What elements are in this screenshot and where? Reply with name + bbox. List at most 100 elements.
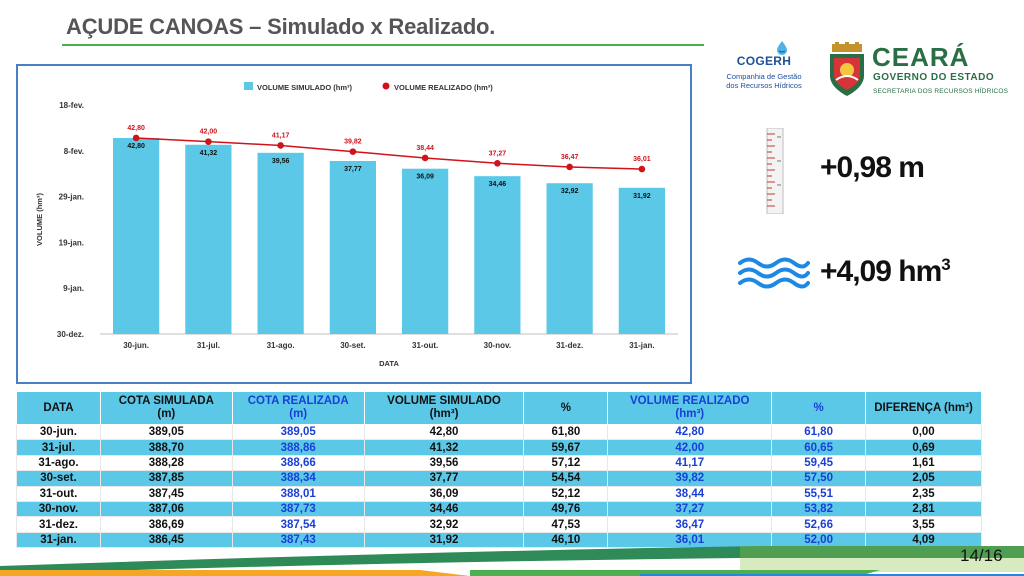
table-cell: 60,65 [771,439,867,456]
table-cell: 36,01 [607,531,773,549]
table-cell: 387,06 [99,500,233,518]
table-row: 30-set. 387,85 388,34 37,77 54,54 39,82 57,50 2… [16,470,982,487]
legend-swatch-realizado [382,82,390,90]
table-cell: 388,01 [231,485,365,502]
table-cell: 387,43 [231,531,365,549]
table-cell: 388,34 [231,470,365,487]
table-cell: 61,80 [523,423,609,441]
bar-value-label: 32,92 [561,188,579,195]
table-cell: 31-ago. [16,454,101,472]
water-drop-icon [777,41,787,55]
table-row: 30-jun. 389,05 389,05 42,80 61,80 42,80 61,80 0… [16,423,982,441]
table-cell: 388,70 [99,439,233,456]
table-cell: 386,69 [99,516,233,533]
table-cell: 30-set. [16,470,101,487]
table-cell: 55,51 [771,485,867,502]
table-row: 30-nov. 387,06 387,73 34,46 49,76 37,27 53,82 2… [16,500,982,518]
point-realizado [349,148,357,155]
table-cell: 61,80 [771,423,867,441]
table-cell: 32,92 [363,516,525,533]
bar-value-label: 34,46 [489,181,507,188]
x-tick-label: 31-jul. [197,341,220,350]
table-cell: 39,56 [363,454,525,472]
point-realizado [205,138,212,145]
point-value-label: 41,17 [272,132,290,139]
bar-simulado [474,176,521,334]
ceara-crest-icon [830,42,864,96]
table-cell: 2,05 [865,470,982,487]
table-cell: 388,86 [231,439,365,456]
cogerh-name: COGERH [736,54,792,68]
legend-label-simulado: VOLUME SIMULADO (hm³) [257,83,352,92]
table-cell: 42,80 [363,423,525,441]
table-header-label: DATA [43,401,74,414]
table-cell: 41,17 [607,454,773,472]
table-cell: 388,28 [99,454,233,472]
y-tick-label: 9-jan. [63,284,84,293]
table-row: 31-ago. 388,28 388,66 39,56 57,12 41,17 59,45 1… [16,454,982,472]
table-cell: 37,27 [607,500,773,518]
point-value-label: 37,27 [489,150,507,157]
legend-label-realizado: VOLUME REALIZADO (hm³) [394,83,493,92]
table-cell: 31-jul. [16,439,101,456]
point-realizado [638,165,646,173]
table-cell: 30-nov. [16,500,101,518]
table-body: 30-jun. 389,05 389,05 42,80 61,80 42,80 61,80 0… [16,423,982,549]
table-cell: 59,45 [771,454,867,472]
table-cell: 3,55 [865,516,982,533]
table-header-unit: (hm³) [675,408,705,420]
bar-value-label: 37,77 [344,166,362,173]
table-header-cell: COTA REALIZADA (m) [231,391,365,425]
table-header-unit: (m) [289,408,308,420]
x-axis-title: DATA [379,359,399,368]
table-row: 31-jul. 388,70 388,86 41,32 59,67 42,00 60,65 0… [16,439,982,456]
table-cell: 49,76 [523,500,609,518]
y-tick-label: 19-jan. [59,238,84,247]
bar-simulado [546,183,593,334]
line-realizado [136,137,642,170]
table-cell: 47,53 [523,516,609,533]
water-waves-icon [738,257,810,289]
title-underline [62,44,704,46]
table-header-label: VOLUME REALIZADO [629,395,750,407]
x-tick-label: 30-jun. [123,341,149,350]
table-cell: 36,09 [363,485,525,502]
table-cell: 30-jun. [16,423,101,441]
volume-difference-unit: 3 [941,255,951,274]
ceara-government: GOVERNO DO ESTADO [873,72,995,83]
table-header-label: COTA SIMULADA [118,395,214,407]
bar-value-label: 39,56 [272,158,290,165]
point-value-label: 38,44 [416,145,434,152]
table-cell: 31-out. [16,485,101,502]
table-cell: 52,12 [523,485,609,502]
table-row: 31-jan. 386,45 387,43 31,92 46,10 36,01 52,00 4… [16,531,982,549]
table-header-cell: VOLUME SIMULADO (hm³) [363,391,525,425]
y-tick-label: 18-fev. [59,101,84,110]
y-axis-title: VOLUME (hm³) [35,193,44,246]
footer-decoration [0,546,1024,576]
ruler-icon [766,128,784,214]
table-cell: 389,05 [99,423,233,441]
table-cell: 387,45 [99,485,233,502]
table-header-cell: VOLUME REALIZADO (hm³) [607,391,773,425]
table-cell: 42,00 [607,439,773,456]
point-value-label: 36,01 [633,156,651,163]
x-tick-label: 31-jan. [629,341,654,350]
table-cell: 31-dez. [16,516,101,533]
y-tick-label: 30-dez. [57,330,84,339]
bar-value-label: 36,09 [416,174,434,181]
point-value-label: 42,00 [200,129,218,136]
point-realizado [494,160,501,167]
table-header-unit: (m) [157,408,176,420]
bar-value-label: 31,92 [633,193,651,200]
table-cell: 2,35 [865,485,982,502]
point-value-label: 36,47 [561,154,579,161]
table-cell: 52,00 [771,531,867,549]
table-cell: 46,10 [523,531,609,549]
bar-simulado [185,144,232,334]
ceara-logo: CEARÁ GOVERNO DO ESTADO SECRETARIA DOS R… [826,40,1008,104]
table-cell: 31,92 [363,531,525,549]
table-cell: 387,85 [99,470,233,487]
table-header-label: DIFERENÇA (hm³) [874,401,973,414]
x-tick-label: 30-set. [340,341,365,350]
